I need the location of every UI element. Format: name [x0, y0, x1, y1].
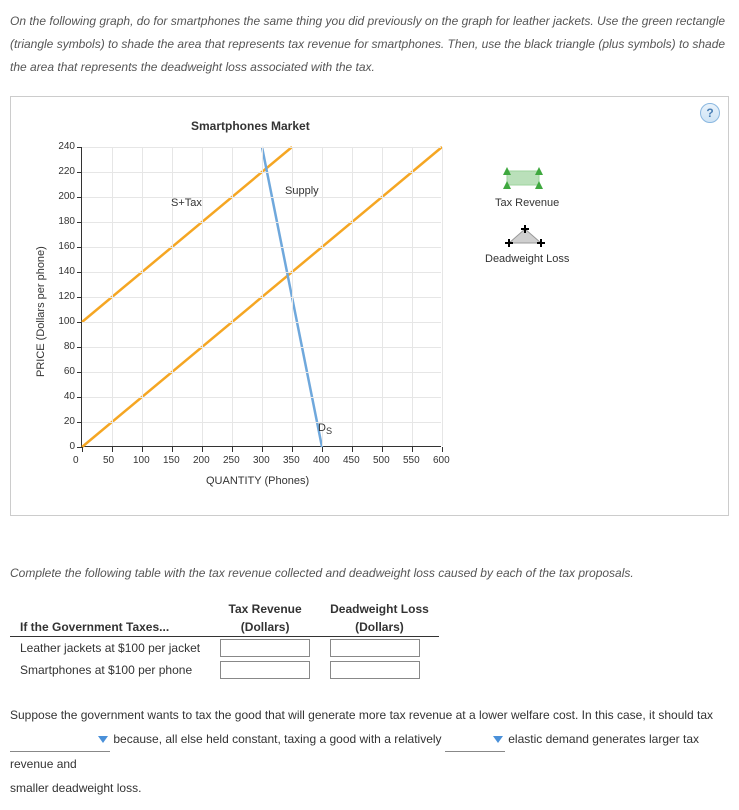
chart-title: Smartphones Market: [191, 119, 310, 133]
graph-panel: ? Smartphones Market PRICE (Dollars per …: [10, 96, 729, 516]
y-tick-label: 220: [51, 166, 75, 177]
line-label: S+Tax: [171, 197, 202, 209]
x-tick-label: 200: [193, 455, 210, 466]
y-tick-label: 140: [51, 266, 75, 277]
y-axis-title: PRICE (Dollars per phone): [35, 247, 47, 378]
y-tick-label: 180: [51, 216, 75, 227]
x-tick-label: 400: [313, 455, 330, 466]
y-tick-label: 0: [51, 441, 75, 452]
line-label: DS: [318, 422, 332, 436]
tax-revenue-label: Tax Revenue: [495, 197, 559, 209]
table-row: Leather jackets at $100 per jacket: [10, 637, 439, 660]
row1-label: Leather jackets at $100 per jacket: [10, 637, 210, 660]
results-table: Tax Revenue Deadweight Loss If the Gover…: [10, 600, 729, 681]
y-tick-label: 80: [51, 341, 75, 352]
x-tick-label: 150: [163, 455, 180, 466]
deadweight-label: Deadweight Loss: [485, 253, 569, 265]
table-prompt: Complete the following table with the ta…: [10, 566, 729, 580]
tax-revenue-icon[interactable]: [501, 165, 545, 194]
fill-in-paragraph: Suppose the government wants to tax the …: [10, 703, 729, 800]
col3-header-top: Deadweight Loss: [320, 600, 439, 618]
y-tick-label: 40: [51, 391, 75, 402]
y-tick-label: 240: [51, 141, 75, 152]
x-tick-label: 250: [223, 455, 240, 466]
col3-header-bottom: (Dollars): [320, 618, 439, 637]
y-tick-label: 160: [51, 241, 75, 252]
y-tick-label: 120: [51, 291, 75, 302]
table-row: Smartphones at $100 per phone: [10, 659, 439, 681]
deadweight-icon[interactable]: [505, 225, 545, 250]
x-tick-label: 100: [133, 455, 150, 466]
x-tick-label: 50: [103, 455, 114, 466]
x-tick-label: 0: [73, 455, 79, 466]
y-tick-label: 20: [51, 416, 75, 427]
x-tick-label: 500: [373, 455, 390, 466]
dropdown-elastic[interactable]: [445, 727, 505, 752]
y-tick-label: 60: [51, 366, 75, 377]
row1-dwl-input[interactable]: [330, 639, 420, 657]
x-axis-title: QUANTITY (Phones): [206, 475, 309, 487]
row2-dwl-input[interactable]: [330, 661, 420, 679]
row1-taxrev-input[interactable]: [220, 639, 310, 657]
plot-area[interactable]: [81, 147, 441, 447]
x-tick-label: 550: [403, 455, 420, 466]
x-tick-label: 300: [253, 455, 270, 466]
x-tick-label: 350: [283, 455, 300, 466]
y-tick-label: 100: [51, 316, 75, 327]
col1-header: If the Government Taxes...: [10, 618, 210, 637]
x-tick-label: 600: [433, 455, 450, 466]
instructions-text: On the following graph, do for smartphon…: [10, 10, 729, 78]
line-label: Supply: [285, 185, 319, 197]
fill-part4: smaller deadweight loss.: [10, 781, 141, 795]
col2-header-top: Tax Revenue: [210, 600, 320, 618]
x-tick-label: 450: [343, 455, 360, 466]
help-button[interactable]: ?: [700, 103, 720, 123]
y-tick-label: 200: [51, 191, 75, 202]
row2-label: Smartphones at $100 per phone: [10, 659, 210, 681]
fill-part1: Suppose the government wants to tax the …: [10, 708, 713, 722]
fill-part2: because, all else held constant, taxing …: [113, 732, 441, 746]
col2-header-bottom: (Dollars): [210, 618, 320, 637]
row2-taxrev-input[interactable]: [220, 661, 310, 679]
dropdown-good[interactable]: [10, 727, 110, 752]
